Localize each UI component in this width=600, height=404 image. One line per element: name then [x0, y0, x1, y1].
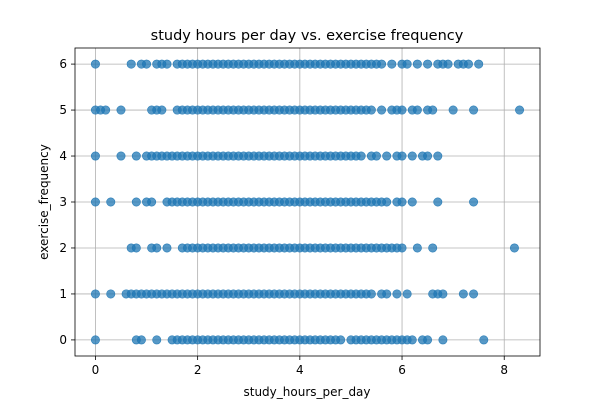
data-point — [382, 289, 392, 299]
data-point — [423, 59, 433, 69]
data-point — [443, 59, 453, 69]
data-point — [407, 197, 417, 207]
x-tick-label: 6 — [398, 363, 406, 377]
data-point — [377, 105, 387, 115]
data-point — [423, 151, 433, 161]
data-point — [90, 59, 100, 69]
x-tick-label: 0 — [92, 363, 100, 377]
data-point — [387, 59, 397, 69]
x-axis-label: study_hours_per_day — [243, 385, 370, 399]
data-point — [423, 335, 433, 345]
y-tick-label: 5 — [59, 103, 67, 117]
data-point — [147, 197, 157, 207]
y-tick-label: 2 — [59, 241, 67, 255]
data-point — [106, 197, 116, 207]
data-point — [509, 243, 519, 253]
y-tick-label: 3 — [59, 195, 67, 209]
data-point — [433, 151, 443, 161]
data-point — [371, 151, 381, 161]
data-point — [469, 105, 479, 115]
data-point — [448, 105, 458, 115]
data-point — [382, 197, 392, 207]
data-point — [469, 197, 479, 207]
data-point — [377, 59, 387, 69]
data-point — [433, 197, 443, 207]
data-point — [397, 197, 407, 207]
data-point — [474, 59, 484, 69]
data-point — [397, 105, 407, 115]
data-point — [397, 243, 407, 253]
data-point — [131, 151, 141, 161]
data-point — [412, 105, 422, 115]
x-tick-label: 2 — [194, 363, 202, 377]
data-point — [90, 335, 100, 345]
data-point — [116, 105, 126, 115]
x-tick-label: 8 — [500, 363, 508, 377]
data-point — [126, 59, 136, 69]
data-point — [101, 105, 111, 115]
data-point — [412, 243, 422, 253]
data-point — [142, 59, 152, 69]
y-axis-label: exercise_frequency — [37, 144, 51, 260]
data-point — [438, 335, 448, 345]
data-point — [469, 289, 479, 299]
data-point — [438, 289, 448, 299]
data-point — [479, 335, 489, 345]
data-point — [463, 59, 473, 69]
chart-title: study hours per day vs. exercise frequen… — [151, 28, 464, 44]
data-point — [90, 151, 100, 161]
data-point — [162, 243, 172, 253]
data-point — [162, 59, 172, 69]
data-point — [157, 105, 167, 115]
data-point — [106, 289, 116, 299]
data-point — [366, 105, 376, 115]
data-point — [412, 59, 422, 69]
data-point — [397, 151, 407, 161]
data-point — [366, 289, 376, 299]
data-point — [392, 289, 402, 299]
data-point — [90, 197, 100, 207]
data-point — [382, 151, 392, 161]
data-points — [90, 59, 525, 345]
data-point — [152, 335, 162, 345]
x-tick-label: 4 — [296, 363, 304, 377]
x-axis: 0 2 4 6 8 — [92, 356, 508, 377]
data-point — [407, 151, 417, 161]
data-point — [336, 335, 346, 345]
data-point — [116, 151, 126, 161]
y-tick-label: 1 — [59, 287, 67, 301]
y-tick-label: 6 — [59, 57, 67, 71]
data-point — [131, 243, 141, 253]
data-point — [356, 151, 366, 161]
data-point — [90, 289, 100, 299]
data-point — [136, 335, 146, 345]
data-point — [407, 335, 417, 345]
y-tick-label: 4 — [59, 149, 67, 163]
data-point — [131, 197, 141, 207]
y-tick-label: 0 — [59, 333, 67, 347]
data-point — [428, 243, 438, 253]
data-point — [515, 105, 525, 115]
data-point — [402, 289, 412, 299]
data-point — [458, 289, 468, 299]
y-axis: 0 1 2 3 4 5 6 — [59, 57, 75, 347]
data-point — [402, 59, 412, 69]
data-point — [152, 243, 162, 253]
data-point — [428, 105, 438, 115]
